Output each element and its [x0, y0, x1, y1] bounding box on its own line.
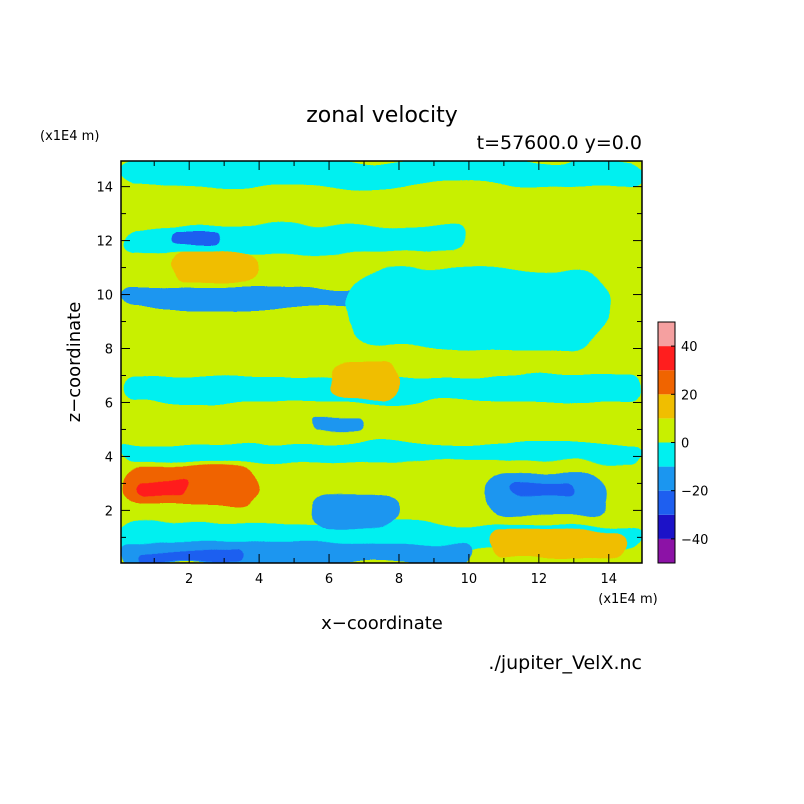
y-tick-label: 8 [105, 343, 113, 358]
y-unit-label: (x1E4 m) [40, 129, 99, 144]
field-region-20 [346, 267, 609, 349]
y-axis-label: z−coordinate [64, 302, 85, 423]
field-region-6 [121, 442, 642, 462]
field-region-11 [136, 480, 190, 495]
colorbar: 40 20 0 −20 −40 [657, 321, 708, 564]
colorbar-tick-label: 0 [681, 437, 689, 452]
x-unit-label: (x1E4 m) [598, 592, 657, 607]
chart-title: zonal velocity [306, 103, 458, 128]
colorbar-swatch [658, 442, 675, 467]
colorbar-swatch [658, 346, 675, 371]
colorbar-swatch [658, 370, 675, 395]
y-axis: 2 4 6 8 10 12 14 [96, 181, 642, 538]
y-tick-label: 10 [96, 289, 113, 304]
y-tick-label: 4 [105, 450, 113, 465]
x-tick-label: 4 [255, 572, 263, 587]
colorbar-swatch [658, 538, 675, 563]
colorbar-tick-label: 40 [681, 340, 698, 355]
plot-frame [120, 160, 643, 564]
colorbar-tick-label: 20 [681, 388, 698, 403]
field-region-16 [171, 254, 260, 282]
x-axis: 2 4 6 8 10 12 14 [153, 161, 618, 587]
x-axis-label: x−coordinate [321, 613, 443, 634]
colorbar-swatch [658, 490, 675, 515]
colorbar-swatch [658, 418, 675, 443]
field-region-4 [121, 286, 365, 309]
colorbar-swatch [658, 322, 675, 347]
field-region-17 [329, 362, 399, 398]
field-region-12 [311, 494, 399, 530]
y-tick-label: 14 [96, 181, 113, 196]
field-region-10 [121, 467, 260, 505]
chart-subtitle: t=57600.0 y=0.0 [477, 132, 642, 154]
y-tick-label: 12 [96, 235, 113, 250]
field-region-14 [510, 483, 574, 497]
x-tick-label: 12 [531, 572, 548, 587]
plot-area [121, 161, 642, 563]
x-tick-label: 14 [601, 572, 618, 587]
x-tick-label: 8 [395, 572, 403, 587]
field-region-2 [121, 186, 642, 228]
x-tick-label: 6 [325, 572, 333, 587]
y-tick-label: 2 [105, 504, 113, 519]
field-region-15 [486, 529, 627, 559]
x-tick-label: 10 [461, 572, 478, 587]
y-tick-label: 6 [105, 396, 113, 411]
colorbar-tick-label: −20 [681, 485, 708, 500]
colorbar-swatch [658, 514, 675, 539]
field-region-18 [311, 421, 365, 433]
colorbar-swatch [658, 466, 675, 491]
x-tick-label: 2 [185, 572, 193, 587]
colorbar-swatch [658, 394, 675, 419]
field-region-19 [171, 232, 225, 246]
source-file-label: ./jupiter_VelX.nc [488, 652, 642, 674]
colorbar-tick-label: −40 [681, 533, 708, 548]
field-region-1 [121, 161, 642, 187]
